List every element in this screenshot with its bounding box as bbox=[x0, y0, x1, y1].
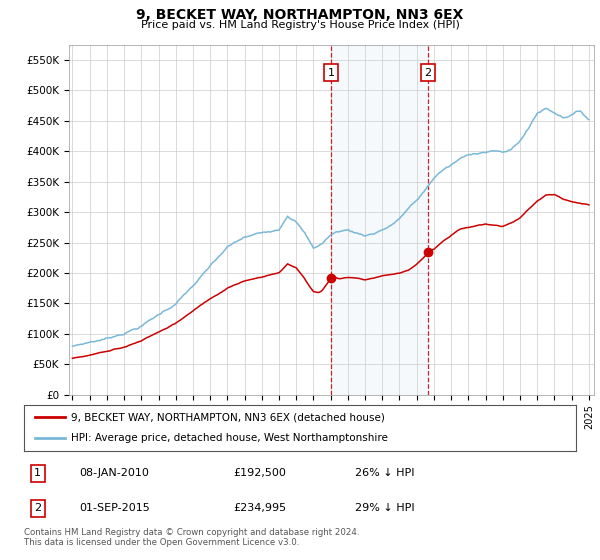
Text: HPI: Average price, detached house, West Northamptonshire: HPI: Average price, detached house, West… bbox=[71, 433, 388, 444]
Text: 08-JAN-2010: 08-JAN-2010 bbox=[79, 468, 149, 478]
Bar bbox=[331, 45, 428, 395]
Text: £234,995: £234,995 bbox=[234, 503, 287, 513]
Text: Contains HM Land Registry data © Crown copyright and database right 2024.
This d: Contains HM Land Registry data © Crown c… bbox=[24, 528, 359, 547]
Text: 2: 2 bbox=[34, 503, 41, 513]
Text: 29% ↓ HPI: 29% ↓ HPI bbox=[355, 503, 415, 513]
Text: 2: 2 bbox=[425, 68, 432, 78]
Text: 9, BECKET WAY, NORTHAMPTON, NN3 6EX (detached house): 9, BECKET WAY, NORTHAMPTON, NN3 6EX (det… bbox=[71, 412, 385, 422]
Text: 26% ↓ HPI: 26% ↓ HPI bbox=[355, 468, 415, 478]
Text: 01-SEP-2015: 01-SEP-2015 bbox=[79, 503, 150, 513]
Text: 1: 1 bbox=[328, 68, 335, 78]
Text: 1: 1 bbox=[34, 468, 41, 478]
Text: 9, BECKET WAY, NORTHAMPTON, NN3 6EX: 9, BECKET WAY, NORTHAMPTON, NN3 6EX bbox=[136, 8, 464, 22]
Text: £192,500: £192,500 bbox=[234, 468, 287, 478]
Text: Price paid vs. HM Land Registry's House Price Index (HPI): Price paid vs. HM Land Registry's House … bbox=[140, 20, 460, 30]
